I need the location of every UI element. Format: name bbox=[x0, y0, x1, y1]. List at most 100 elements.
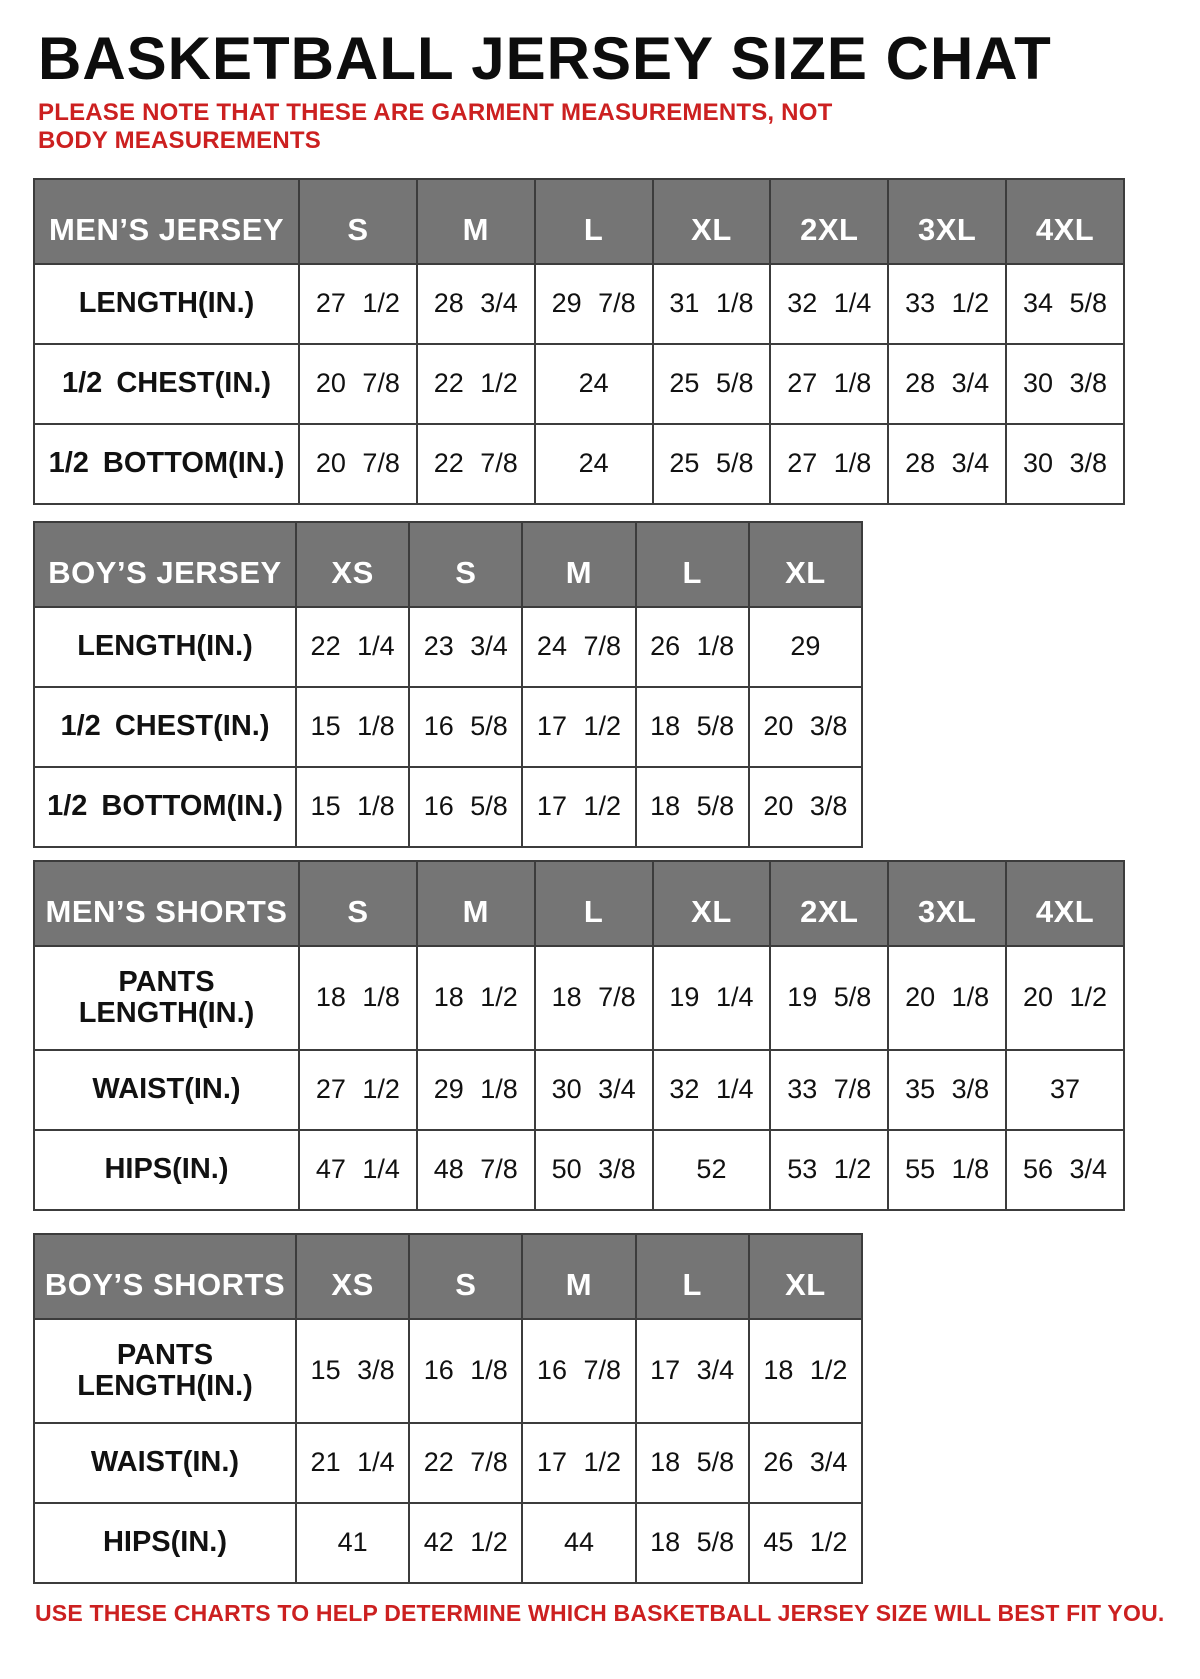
measurement-value-cell: 29 1/8 bbox=[415, 1048, 536, 1131]
measurement-value-cell: 24 bbox=[533, 342, 654, 425]
measurement-value-cell: 30 3/4 bbox=[533, 1048, 654, 1131]
footer-note: USE THESE CHARTS TO HELP DETERMINE WHICH… bbox=[35, 1599, 1165, 1626]
measurement-value-cell: 41 bbox=[294, 1501, 411, 1584]
table-title-boys-shorts: BOY’S SHORTS bbox=[33, 1232, 297, 1320]
measurement-label: WAIST(IN.) bbox=[33, 1421, 297, 1504]
measurement-label: LENGTH(IN.) bbox=[33, 605, 297, 688]
size-column-header: 2XL bbox=[769, 859, 890, 947]
measurement-value-cell: 33 1/2 bbox=[887, 262, 1008, 345]
measurement-value-cell: 21 1/4 bbox=[294, 1421, 411, 1504]
measurement-value-cell: 17 1/2 bbox=[521, 1421, 637, 1504]
measurement-value-cell: 30 3/8 bbox=[1005, 342, 1125, 425]
size-column-header: XS bbox=[294, 1232, 411, 1320]
measurement-row: 1/2 CHEST(IN.) 20 7/8 22 1/2 24 25 5/8 27 1/8… bbox=[33, 342, 1125, 425]
size-table-boys-jersey: BOY’S JERSEY XS S M L XL LENGTH(IN.) 22 1/4 23 3… bbox=[33, 520, 864, 848]
measurement-value-cell: 20 1/8 bbox=[887, 944, 1008, 1051]
measurement-row: WAIST(IN.) 27 1/2 29 1/8 30 3/4 32 1/4 33 7/8… bbox=[33, 1048, 1125, 1131]
measurement-row: 1/2 CHEST(IN.) 15 1/8 16 5/8 17 1/2 18 5/8 20… bbox=[33, 685, 864, 768]
measurement-value-cell: 20 7/8 bbox=[298, 342, 418, 425]
measurement-row: PANTS LENGTH(IN.) 15 3/8 16 1/8 16 7/8 17 3/4… bbox=[33, 1317, 864, 1424]
measurement-value-cell: 20 3/8 bbox=[747, 685, 864, 768]
measurement-value-cell: 22 1/4 bbox=[294, 605, 411, 688]
measurement-value-cell: 28 3/4 bbox=[887, 342, 1008, 425]
measurement-value-cell: 32 1/4 bbox=[769, 262, 890, 345]
size-table-mens-shorts: MEN’S SHORTS S M L XL 2XL 3XL 4XL PANTS LENGTH(IN… bbox=[33, 859, 1125, 1211]
size-column-header: L bbox=[533, 859, 654, 947]
size-column-header: L bbox=[533, 177, 654, 265]
measurement-value-cell: 25 5/8 bbox=[651, 342, 772, 425]
size-column-header: 4XL bbox=[1005, 177, 1125, 265]
measurement-row: PANTS LENGTH(IN.) 18 1/8 18 1/2 18 7/8 19 1/4… bbox=[33, 944, 1125, 1051]
measurement-row: LENGTH(IN.) 22 1/4 23 3/4 24 7/8 26 1/8 29 bbox=[33, 605, 864, 688]
measurement-value-cell: 19 1/4 bbox=[651, 944, 772, 1051]
measurement-value-cell: 16 5/8 bbox=[408, 765, 524, 848]
size-column-header: S bbox=[298, 177, 418, 265]
size-column-header: S bbox=[298, 859, 418, 947]
measurement-label: 1/2 CHEST(IN.) bbox=[33, 342, 300, 425]
measurement-value-cell: 26 1/8 bbox=[634, 605, 750, 688]
garment-measurement-note: PLEASE NOTE THAT THESE ARE GARMENT MEASU… bbox=[38, 99, 833, 155]
size-column-header: 2XL bbox=[769, 177, 890, 265]
measurement-value-cell: 27 1/8 bbox=[769, 422, 890, 505]
measurement-label: LENGTH(IN.) bbox=[33, 262, 300, 345]
size-column-header: M bbox=[521, 1232, 637, 1320]
measurement-value-cell: 15 3/8 bbox=[294, 1317, 411, 1424]
measurement-label: HIPS(IN.) bbox=[33, 1128, 300, 1211]
measurement-row: 1/2 BOTTOM(IN.) 20 7/8 22 7/8 24 25 5/8 27 1/… bbox=[33, 422, 1125, 505]
measurement-row: HIPS(IN.) 47 1/4 48 7/8 50 3/8 52 53 1/2 55 1/… bbox=[33, 1128, 1125, 1211]
size-column-header: 3XL bbox=[887, 859, 1008, 947]
measurement-value-cell: 16 1/8 bbox=[408, 1317, 524, 1424]
measurement-value-cell: 16 5/8 bbox=[408, 685, 524, 768]
measurement-value-cell: 22 7/8 bbox=[415, 422, 536, 505]
measurement-value-cell: 18 1/2 bbox=[415, 944, 536, 1051]
measurement-value-cell: 29 7/8 bbox=[533, 262, 654, 345]
measurement-value-cell: 31 1/8 bbox=[651, 262, 772, 345]
measurement-value-cell: 24 7/8 bbox=[521, 605, 637, 688]
size-header-row: MEN’S JERSEY S M L XL 2XL 3XL 4XL bbox=[33, 177, 1125, 265]
size-column-header: XL bbox=[651, 859, 772, 947]
measurement-value-cell: 16 7/8 bbox=[521, 1317, 637, 1424]
measurement-value-cell: 26 3/4 bbox=[747, 1421, 864, 1504]
measurement-value-cell: 35 3/8 bbox=[887, 1048, 1008, 1131]
size-header-row: BOY’S SHORTS XS S M L XL bbox=[33, 1232, 864, 1320]
measurement-value-cell: 15 1/8 bbox=[294, 765, 411, 848]
size-header-row: MEN’S SHORTS S M L XL 2XL 3XL 4XL bbox=[33, 859, 1125, 947]
measurement-label: HIPS(IN.) bbox=[33, 1501, 297, 1584]
measurement-value-cell: 17 1/2 bbox=[521, 685, 637, 768]
table-title-mens-shorts: MEN’S SHORTS bbox=[33, 859, 300, 947]
measurement-value-cell: 44 bbox=[521, 1501, 637, 1584]
measurement-value-cell: 37 bbox=[1005, 1048, 1125, 1131]
measurement-value-cell: 22 7/8 bbox=[408, 1421, 524, 1504]
size-header-row: BOY’S JERSEY XS S M L XL bbox=[33, 520, 864, 608]
size-column-header: XL bbox=[747, 520, 864, 608]
table-title-boys-jersey: BOY’S JERSEY bbox=[33, 520, 297, 608]
measurement-value-cell: 52 bbox=[651, 1128, 772, 1211]
page-title: BASKETBALL JERSEY SIZE CHAT bbox=[38, 25, 1052, 92]
measurement-value-cell: 34 5/8 bbox=[1005, 262, 1125, 345]
measurement-label: PANTS LENGTH(IN.) bbox=[33, 1317, 297, 1424]
measurement-value-cell: 18 5/8 bbox=[634, 765, 750, 848]
measurement-value-cell: 30 3/8 bbox=[1005, 422, 1125, 505]
size-column-header: 3XL bbox=[887, 177, 1008, 265]
measurement-value-cell: 42 1/2 bbox=[408, 1501, 524, 1584]
size-column-header: L bbox=[634, 520, 750, 608]
measurement-value-cell: 18 5/8 bbox=[634, 1421, 750, 1504]
measurement-row: 1/2 BOTTOM(IN.) 15 1/8 16 5/8 17 1/2 18 5/8 2… bbox=[33, 765, 864, 848]
measurement-value-cell: 17 1/2 bbox=[521, 765, 637, 848]
measurement-value-cell: 27 1/2 bbox=[298, 262, 418, 345]
size-chart-page: BASKETBALL JERSEY SIZE CHAT PLEASE NOTE … bbox=[33, 25, 1165, 1626]
measurement-label: WAIST(IN.) bbox=[33, 1048, 300, 1131]
measurement-value-cell: 27 1/2 bbox=[298, 1048, 418, 1131]
measurement-value-cell: 18 1/8 bbox=[298, 944, 418, 1051]
measurement-value-cell: 20 7/8 bbox=[298, 422, 418, 505]
size-column-header: M bbox=[521, 520, 637, 608]
measurement-value-cell: 55 1/8 bbox=[887, 1128, 1008, 1211]
measurement-value-cell: 17 3/4 bbox=[634, 1317, 750, 1424]
measurement-value-cell: 19 5/8 bbox=[769, 944, 890, 1051]
measurement-label: 1/2 CHEST(IN.) bbox=[33, 685, 297, 768]
measurement-value-cell: 29 bbox=[747, 605, 864, 688]
table-title-mens-jersey: MEN’S JERSEY bbox=[33, 177, 300, 265]
measurement-label: 1/2 BOTTOM(IN.) bbox=[33, 422, 300, 505]
measurement-value-cell: 45 1/2 bbox=[747, 1501, 864, 1584]
measurement-value-cell: 28 3/4 bbox=[415, 262, 536, 345]
